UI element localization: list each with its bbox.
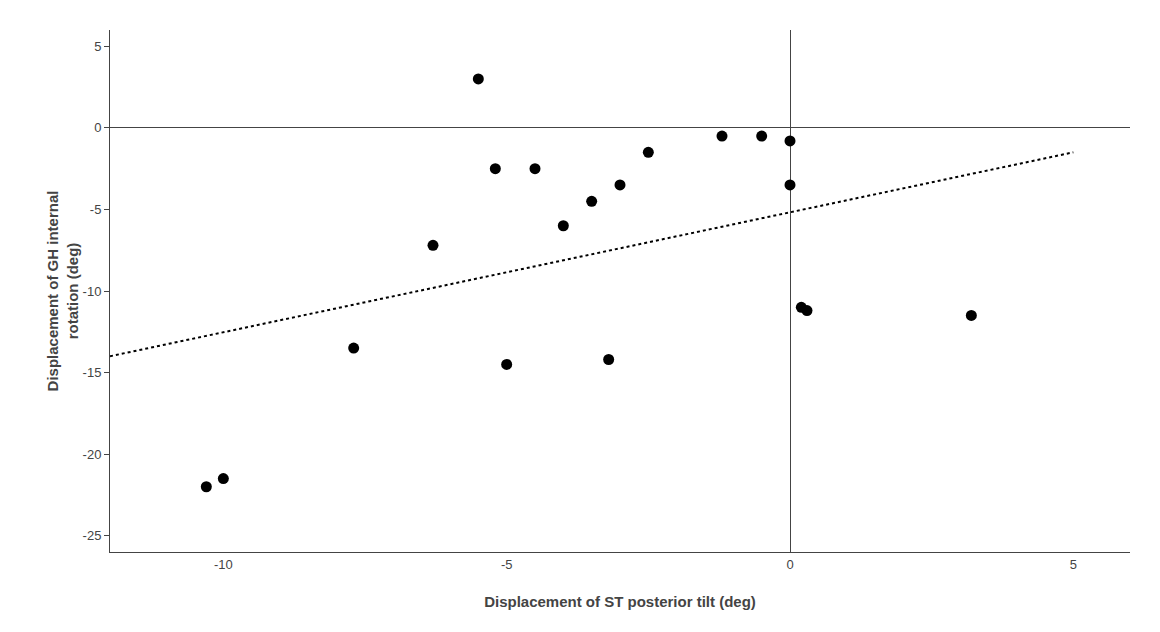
svg-text:-5: -5 [90,202,102,217]
svg-text:0: 0 [94,120,101,135]
svg-text:-15: -15 [83,365,102,380]
svg-text:0: 0 [786,557,793,572]
svg-text:Displacement of GH internalrot: Displacement of GH internalrotation (deg… [44,191,81,392]
svg-text:5: 5 [94,39,101,54]
svg-text:Displacement of ST posterior t: Displacement of ST posterior tilt (deg) [484,593,756,610]
svg-text:-10: -10 [214,557,233,572]
svg-text:-10: -10 [83,284,102,299]
svg-text:5: 5 [1070,557,1077,572]
svg-text:-20: -20 [83,447,102,462]
svg-text:-25: -25 [83,528,102,543]
svg-text:-5: -5 [501,557,513,572]
